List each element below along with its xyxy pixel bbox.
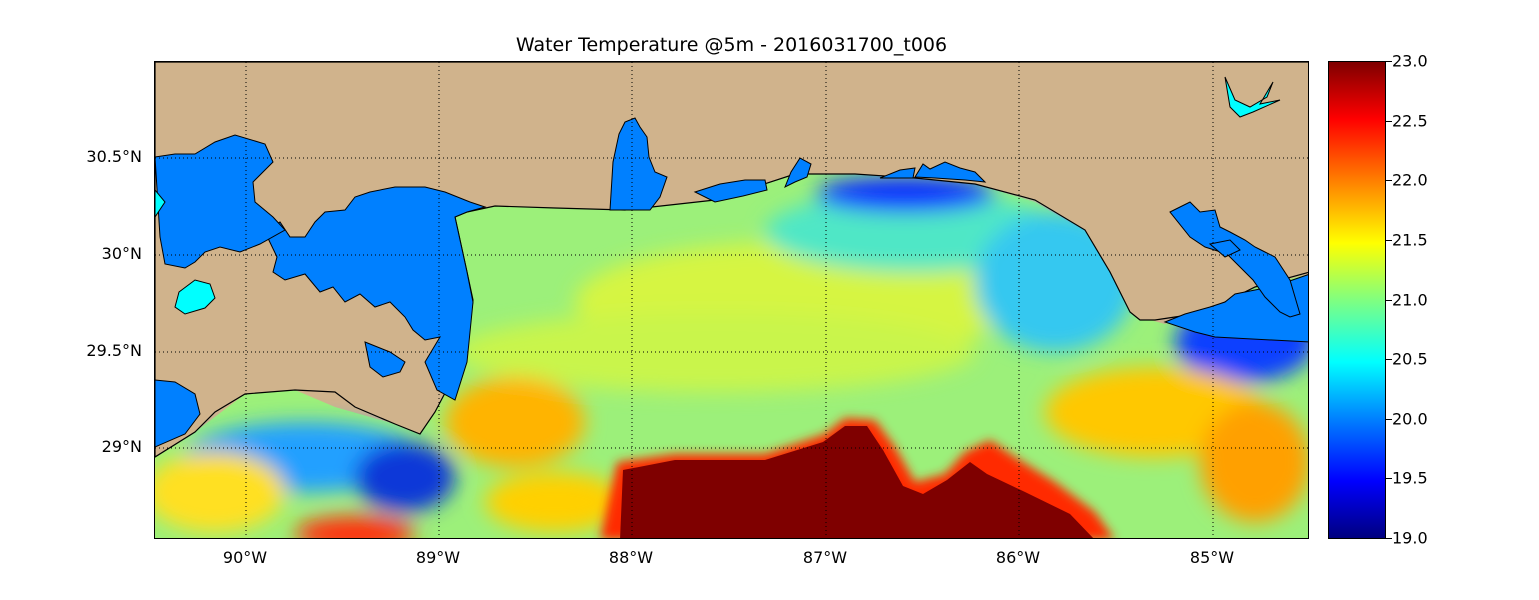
lon-label-88w: 88°W	[608, 548, 654, 567]
inland-waters	[155, 117, 1308, 448]
colorbar-tick	[1386, 300, 1392, 301]
colorbar-label: 20.5	[1392, 349, 1428, 369]
colorbar-label: 21.5	[1392, 230, 1428, 250]
colorbar-tick	[1386, 121, 1392, 122]
lon-label-90w: 90°W	[222, 548, 268, 567]
graticule	[155, 62, 1308, 538]
colorbar-label: 22.0	[1392, 170, 1428, 190]
colorbar-label: 22.5	[1392, 111, 1428, 131]
colorbar-tick	[1386, 538, 1392, 539]
colorbar	[1328, 61, 1386, 539]
colorbar-tick	[1386, 61, 1392, 62]
colorbar-tick	[1386, 478, 1392, 479]
lon-label-89w: 89°W	[415, 548, 461, 567]
colorbar-tick	[1386, 419, 1392, 420]
colorbar-label: 19.0	[1392, 528, 1428, 548]
colorbar-tick	[1386, 180, 1392, 181]
ocean-field	[155, 174, 1308, 538]
lat-label-29-5: 29.5°N	[86, 341, 142, 360]
lakes	[155, 76, 1281, 315]
colorbar-tick	[1386, 240, 1392, 241]
map-canvas	[155, 62, 1308, 538]
colorbar-label: 23.0	[1392, 51, 1428, 71]
colorbar-label: 20.0	[1392, 409, 1428, 429]
lon-label-85w: 85°W	[1189, 548, 1235, 567]
lat-label-30: 30°N	[101, 244, 142, 263]
map-title: Water Temperature @5m - 2016031700_t006	[515, 34, 948, 56]
temperature-map[interactable]	[154, 61, 1309, 539]
lon-label-86w: 86°W	[995, 548, 1041, 567]
lon-label-87w: 87°W	[802, 548, 848, 567]
colorbar-label: 21.0	[1392, 290, 1428, 310]
colorbar-label: 19.5	[1392, 468, 1428, 488]
lat-label-30-5: 30.5°N	[86, 147, 142, 166]
lat-label-29: 29°N	[101, 437, 142, 456]
colorbar-tick	[1386, 359, 1392, 360]
